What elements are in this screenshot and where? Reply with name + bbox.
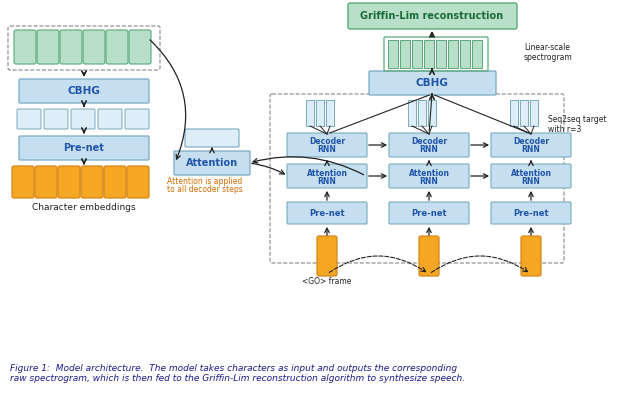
FancyBboxPatch shape: [125, 109, 149, 129]
FancyBboxPatch shape: [491, 202, 571, 224]
FancyBboxPatch shape: [44, 109, 68, 129]
Text: to all decoder steps: to all decoder steps: [167, 185, 243, 195]
Text: RNN: RNN: [317, 176, 337, 185]
Text: RNN: RNN: [420, 176, 438, 185]
Text: Character embeddings: Character embeddings: [32, 204, 136, 213]
Bar: [472, 40, 482, 68]
Text: RNN: RNN: [420, 145, 438, 154]
Bar: [306, 100, 314, 126]
FancyBboxPatch shape: [98, 109, 122, 129]
Text: Griffin-Lim reconstruction: Griffin-Lim reconstruction: [360, 11, 504, 21]
Text: RNN: RNN: [317, 145, 337, 154]
Text: Attention is applied: Attention is applied: [168, 178, 243, 187]
FancyBboxPatch shape: [287, 202, 367, 224]
Bar: [520, 100, 528, 126]
Text: Pre-net: Pre-net: [63, 143, 104, 153]
Text: Pre-net: Pre-net: [513, 209, 549, 217]
FancyBboxPatch shape: [83, 30, 105, 64]
Bar: [510, 100, 518, 126]
Text: with r=3: with r=3: [548, 125, 581, 134]
Bar: [448, 40, 458, 68]
FancyBboxPatch shape: [348, 3, 517, 29]
FancyBboxPatch shape: [287, 164, 367, 188]
FancyBboxPatch shape: [174, 151, 250, 175]
FancyBboxPatch shape: [104, 166, 126, 198]
FancyBboxPatch shape: [317, 236, 337, 276]
FancyBboxPatch shape: [60, 30, 82, 64]
FancyBboxPatch shape: [287, 133, 367, 157]
Text: Figure 1:  Model architecture.  The model takes characters as input and outputs : Figure 1: Model architecture. The model …: [10, 364, 465, 383]
FancyBboxPatch shape: [19, 136, 149, 160]
FancyBboxPatch shape: [127, 166, 149, 198]
Bar: [412, 40, 422, 68]
FancyBboxPatch shape: [419, 236, 439, 276]
FancyBboxPatch shape: [491, 164, 571, 188]
FancyBboxPatch shape: [17, 109, 41, 129]
Text: Decoder: Decoder: [309, 138, 345, 147]
FancyBboxPatch shape: [71, 109, 95, 129]
Bar: [424, 40, 434, 68]
Text: spectrogram: spectrogram: [524, 53, 573, 61]
Text: Seq2seq target: Seq2seq target: [548, 116, 607, 125]
Text: Decoder: Decoder: [513, 138, 549, 147]
Text: Attention: Attention: [307, 169, 348, 178]
Text: CBHG: CBHG: [415, 78, 449, 88]
FancyBboxPatch shape: [58, 166, 80, 198]
Text: RNN: RNN: [522, 176, 540, 185]
FancyBboxPatch shape: [185, 129, 239, 147]
FancyBboxPatch shape: [389, 133, 469, 157]
Text: Linear-scale: Linear-scale: [524, 44, 570, 53]
Bar: [428, 100, 436, 126]
FancyBboxPatch shape: [81, 166, 103, 198]
FancyBboxPatch shape: [12, 166, 34, 198]
FancyBboxPatch shape: [491, 133, 571, 157]
Text: Pre-net: Pre-net: [411, 209, 447, 217]
FancyBboxPatch shape: [14, 30, 36, 64]
Text: Decoder: Decoder: [411, 138, 447, 147]
FancyBboxPatch shape: [369, 71, 496, 95]
FancyBboxPatch shape: [19, 79, 149, 103]
Bar: [316, 100, 324, 126]
Text: CBHG: CBHG: [68, 86, 100, 96]
FancyBboxPatch shape: [129, 30, 151, 64]
FancyBboxPatch shape: [389, 164, 469, 188]
Bar: [326, 100, 334, 126]
Bar: [460, 40, 470, 68]
Bar: [530, 100, 538, 126]
Text: <GO> frame: <GO> frame: [302, 277, 352, 286]
Bar: [418, 100, 426, 126]
Text: Pre-net: Pre-net: [309, 209, 345, 217]
FancyBboxPatch shape: [521, 236, 541, 276]
FancyBboxPatch shape: [389, 202, 469, 224]
Bar: [436, 40, 446, 68]
Text: RNN: RNN: [522, 145, 540, 154]
Bar: [388, 40, 398, 68]
Text: Attention: Attention: [186, 158, 238, 168]
FancyBboxPatch shape: [106, 30, 128, 64]
Text: Attention: Attention: [511, 169, 552, 178]
FancyBboxPatch shape: [37, 30, 59, 64]
Bar: [408, 100, 416, 126]
Bar: [400, 40, 410, 68]
FancyBboxPatch shape: [35, 166, 57, 198]
Text: Attention: Attention: [408, 169, 449, 178]
